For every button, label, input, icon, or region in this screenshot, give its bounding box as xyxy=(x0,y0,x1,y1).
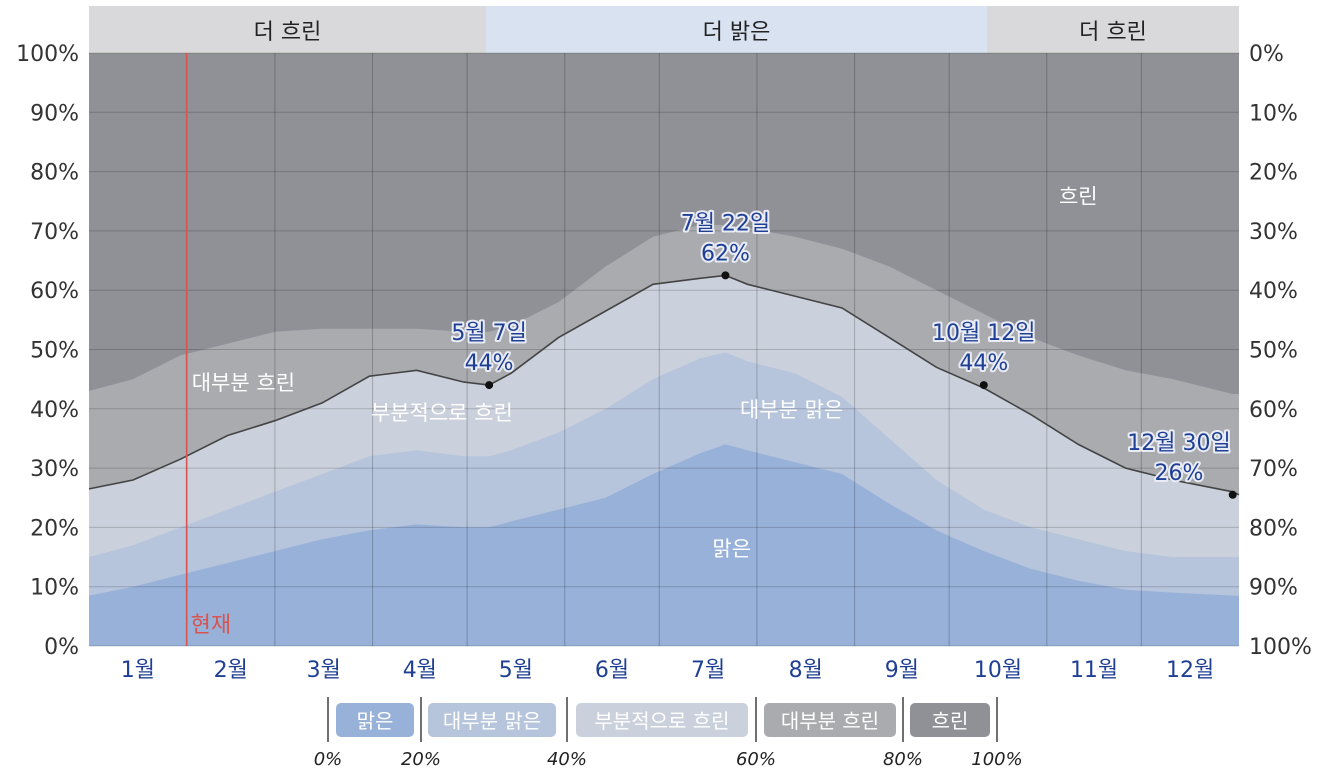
month-label-0: 1월 xyxy=(121,658,155,683)
top-bands: 더 흐린 더 밝은 더 흐린 xyxy=(89,6,1239,53)
legend: 맑은 대부분 맑은 부분적으로 흐린 대부분 흐린 흐린 0% 20% 40% 60% 80% 10… xyxy=(314,697,1023,770)
legend-scale-1: 20% xyxy=(401,749,441,770)
left-tick-7: 70% xyxy=(30,220,79,245)
month-label-3: 4월 xyxy=(403,658,437,683)
left-tick-5: 50% xyxy=(30,339,79,364)
annotation-dot-0 xyxy=(485,381,494,390)
legend-label-3: 대부분 흐린 xyxy=(781,709,879,733)
right-tick-3: 70% xyxy=(1249,457,1298,482)
annotation-value-0: 44% xyxy=(465,351,514,376)
left-tick-2: 20% xyxy=(30,516,79,541)
month-label-9: 10월 xyxy=(974,658,1022,683)
top-band-label-0: 더 흐린 xyxy=(254,20,322,45)
month-label-10: 11월 xyxy=(1070,658,1118,683)
month-label-6: 7월 xyxy=(691,658,725,683)
area-label-3: 맑은 xyxy=(712,537,751,561)
top-band-1 xyxy=(485,6,987,53)
annotation-dot-2 xyxy=(979,381,988,390)
annotation-value-1: 62% xyxy=(701,241,750,266)
legend-swatch-4 xyxy=(910,703,990,737)
legend-label-2: 부분적으로 흐린 xyxy=(594,709,729,733)
month-label-7: 8월 xyxy=(789,658,823,683)
area-label-2: 대부분 맑은 xyxy=(740,398,843,422)
top-band-0 xyxy=(89,6,486,53)
legend-swatch-2 xyxy=(576,703,748,737)
annotation-date-1: 7월 22일 xyxy=(681,211,770,236)
top-band-label-1: 더 밝은 xyxy=(703,20,771,45)
area-label-0: 대부분 흐린 xyxy=(192,371,295,395)
legend-swatch-1 xyxy=(428,703,556,737)
right-tick-8: 20% xyxy=(1249,161,1298,186)
cloud-areas xyxy=(89,53,1239,646)
annotations: 5월 7일 44% 7월 22일 62% 10월 12일 44% 12월 30일 26% xyxy=(449,209,1237,499)
axes: 0% 10% 20% 30% 40% 50% 60% 70% 80% 90% 100% 100% 90%… xyxy=(16,42,1312,683)
left-tick-9: 90% xyxy=(30,101,79,126)
month-label-11: 12월 xyxy=(1166,658,1214,683)
annotation-dot-1 xyxy=(721,271,730,280)
right-tick-2: 80% xyxy=(1249,516,1298,541)
now-marker: 현재 xyxy=(185,53,231,646)
annotation-value-2: 44% xyxy=(959,351,1008,376)
left-tick-0: 0% xyxy=(44,635,79,660)
legend-scale-3: 60% xyxy=(736,749,776,770)
now-label: 현재 xyxy=(191,613,231,638)
right-tick-6: 40% xyxy=(1249,279,1298,304)
legend-label-1: 대부분 맑은 xyxy=(443,709,541,733)
right-tick-0: 100% xyxy=(1249,635,1312,660)
legend-label-4: 흐린 xyxy=(932,709,969,733)
legend-scale-0: 0% xyxy=(314,749,343,770)
area-label-4: 흐린 xyxy=(1059,184,1098,208)
right-tick-5: 50% xyxy=(1249,339,1298,364)
legend-scale-2: 40% xyxy=(547,749,587,770)
top-band-2 xyxy=(986,6,1239,53)
annotation-date-3: 12월 30일 xyxy=(1127,431,1230,456)
right-tick-4: 60% xyxy=(1249,398,1298,423)
annotation-value-3: 26% xyxy=(1155,461,1204,486)
area-label-1: 부분적으로 흐린 xyxy=(371,401,513,425)
right-tick-7: 30% xyxy=(1249,220,1298,245)
clear-boundary-line xyxy=(88,274,1240,496)
legend-swatch-3 xyxy=(764,703,896,737)
month-label-5: 6월 xyxy=(595,658,629,683)
legend-swatch-0 xyxy=(336,703,414,737)
boundary-line xyxy=(88,274,1240,496)
left-tick-1: 10% xyxy=(30,576,79,601)
annotation-dot-3 xyxy=(1228,490,1237,499)
legend-scale-5: 100% xyxy=(971,749,1022,770)
left-tick-10: 100% xyxy=(16,42,79,67)
left-tick-8: 80% xyxy=(30,161,79,186)
annotation-date-2: 10월 12일 xyxy=(932,321,1035,346)
right-tick-9: 10% xyxy=(1249,101,1298,126)
left-tick-4: 40% xyxy=(30,398,79,423)
month-label-8: 9월 xyxy=(885,658,919,683)
grid-lines xyxy=(89,52,1239,647)
month-label-4: 5월 xyxy=(499,658,533,683)
left-tick-6: 60% xyxy=(30,279,79,304)
month-label-1: 2월 xyxy=(214,658,248,683)
top-band-label-2: 더 흐린 xyxy=(1079,20,1147,45)
legend-scale-4: 80% xyxy=(883,749,923,770)
legend-label-0: 맑은 xyxy=(357,709,394,733)
area-series-0 xyxy=(89,444,1239,646)
right-tick-10: 0% xyxy=(1249,42,1284,67)
annotation-date-0: 5월 7일 xyxy=(451,321,526,346)
right-tick-1: 90% xyxy=(1249,576,1298,601)
left-tick-3: 30% xyxy=(30,457,79,482)
month-label-2: 3월 xyxy=(307,658,341,683)
